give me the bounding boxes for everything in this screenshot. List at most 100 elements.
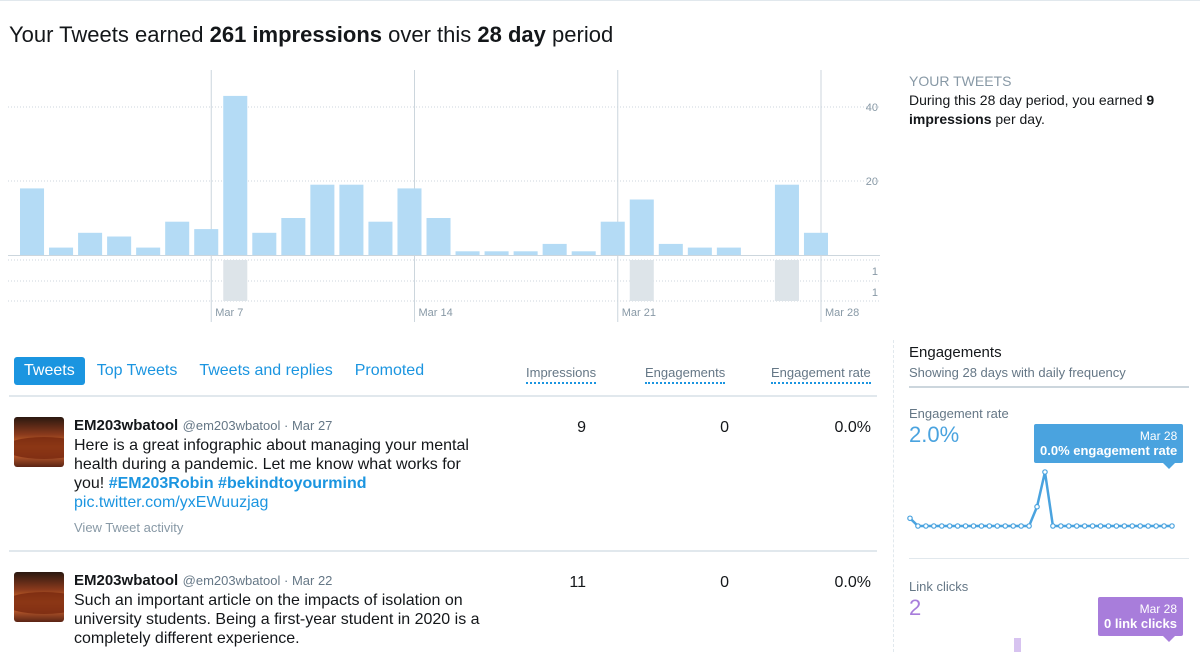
column-impressions[interactable]: Impressions	[526, 365, 597, 384]
impression-bar	[803, 232, 828, 255]
rate-point	[994, 523, 1001, 529]
impression-bar	[49, 247, 74, 255]
tweet-impressions: 9	[577, 419, 586, 436]
engagements-subtitle: Showing 28 days with daily frequency	[909, 365, 1126, 380]
tweet-text: Such an important article on the impacts…	[74, 592, 480, 647]
x-tick-label: Mar 7	[215, 307, 243, 319]
view-tweet-activity-link[interactable]: View Tweet activity	[74, 520, 184, 535]
impression-bar	[658, 243, 683, 255]
link-clicks-value: 2	[909, 595, 922, 620]
rate-point	[938, 523, 945, 529]
rate-point	[1169, 523, 1175, 529]
impression-bar	[20, 188, 45, 255]
link-clicks-tooltip: Mar 28 0 link clicks	[1098, 597, 1183, 642]
headline-prefix: Your Tweets earned	[9, 22, 210, 47]
link-clicks-label: Link clicks	[909, 579, 969, 594]
rate-point	[1065, 523, 1072, 529]
tweet-tabs: Tweets Top Tweets Tweets and replies Pro…	[14, 357, 446, 385]
tooltip-value: 0.0% engagement rate	[1040, 443, 1178, 458]
rate-point	[1058, 523, 1064, 529]
headline-impressions: 261 impressions	[209, 22, 383, 47]
list-separator	[9, 395, 877, 397]
impression-bar	[513, 251, 538, 255]
tweet-author-name[interactable]: EM203wbatool	[74, 572, 179, 589]
link-clicks-bar	[1014, 638, 1021, 652]
headline-period: 28 day	[477, 22, 546, 47]
rate-point	[1097, 523, 1104, 529]
impression-bar	[687, 247, 712, 255]
impression-bar	[223, 95, 248, 256]
rate-point	[970, 523, 977, 529]
engagements-title: Engagements	[909, 344, 1002, 361]
x-tick-label: Mar 21	[622, 307, 656, 319]
impression-bar	[542, 243, 567, 255]
impression-bar	[194, 229, 219, 255]
tab-tweets-and-replies[interactable]: Tweets and replies	[199, 362, 333, 379]
rate-point	[1002, 523, 1009, 529]
rate-point	[1129, 523, 1136, 529]
rate-point	[1081, 523, 1088, 529]
impression-bar	[339, 184, 364, 255]
rate-line	[909, 471, 1172, 528]
impression-bar	[397, 188, 422, 255]
impression-bar	[107, 236, 132, 255]
rate-point	[1113, 523, 1120, 529]
tweet-meta: @em203wbatool · Mar 27	[182, 418, 333, 433]
section-divider	[893, 340, 894, 652]
rate-point	[1034, 503, 1040, 510]
column-engagements[interactable]: Engagements	[645, 365, 726, 384]
tweet-hashtags[interactable]: #EM203Robin #bekindtoyourmind	[108, 475, 367, 492]
rate-point	[1042, 469, 1048, 475]
impression-bar	[629, 199, 654, 255]
tweet-author-name[interactable]: EM203wbatool	[74, 417, 179, 434]
tab-top-tweets[interactable]: Top Tweets	[96, 362, 178, 379]
column-engagement-rate[interactable]: Engagement rate	[771, 365, 871, 384]
avatar[interactable]	[14, 572, 64, 622]
rate-point	[1145, 523, 1151, 529]
avatar[interactable]	[14, 417, 64, 467]
impression-bar	[426, 218, 451, 255]
impression-bar	[571, 251, 596, 255]
rate-point	[986, 523, 993, 529]
impressions-chart: 20 40 1 1 Mar 7 Mar 14 Mar 21 Mar 28	[8, 70, 880, 322]
rate-point	[946, 523, 953, 529]
rate-point	[1073, 523, 1080, 529]
engagement-rate-label: Engagement rate	[909, 406, 1009, 421]
tweet-text-body: Here is a great infographic about managi…	[74, 437, 469, 492]
tweet-text: Here is a great infographic about managi…	[74, 436, 494, 512]
tweet-media-link[interactable]: pic.twitter.com/yxEWuuzjag	[74, 494, 269, 511]
your-tweets-text: During this 28 day period, you earned 9 …	[909, 91, 1189, 129]
rate-point	[1018, 523, 1024, 529]
rate-point	[1161, 523, 1167, 529]
rate-point	[931, 523, 937, 529]
page-headline: Your Tweets earned 261 impressions over …	[9, 22, 613, 48]
side-line1: During this 28 day period, you earned	[909, 92, 1147, 108]
rate-point	[1050, 523, 1056, 529]
tweet-meta: @em203wbatool · Mar 22	[182, 573, 333, 588]
tab-tweets[interactable]: Tweets	[14, 357, 85, 385]
headline-suffix: period	[545, 22, 614, 47]
rate-point	[1153, 523, 1159, 529]
tooltip-date: Mar 28	[1139, 429, 1178, 443]
side-line2: per day.	[991, 111, 1045, 127]
engagements-section-separator	[909, 558, 1189, 559]
tweet-body: EM203wbatool @em203wbatool · Mar 27 Here…	[74, 417, 494, 535]
mini-bar	[774, 260, 799, 301]
rate-point	[915, 523, 921, 529]
engagement-rate-value: 2.0%	[909, 422, 960, 447]
rate-point	[907, 515, 913, 522]
engagements-rule	[909, 386, 1189, 388]
impression-bar	[78, 232, 103, 255]
rate-point	[1010, 523, 1017, 529]
tweet-impressions: 11	[569, 574, 586, 591]
impression-bar	[368, 221, 393, 255]
y-tick-label: 40	[866, 102, 878, 114]
impression-bar	[455, 251, 480, 255]
x-tick-label: Mar 14	[419, 307, 453, 319]
rate-point	[954, 523, 961, 529]
rate-point	[1026, 523, 1032, 529]
tab-promoted[interactable]: Promoted	[354, 362, 425, 379]
rate-point	[1137, 523, 1144, 529]
y-tick-label: 20	[866, 176, 878, 188]
impression-bar	[310, 184, 335, 255]
